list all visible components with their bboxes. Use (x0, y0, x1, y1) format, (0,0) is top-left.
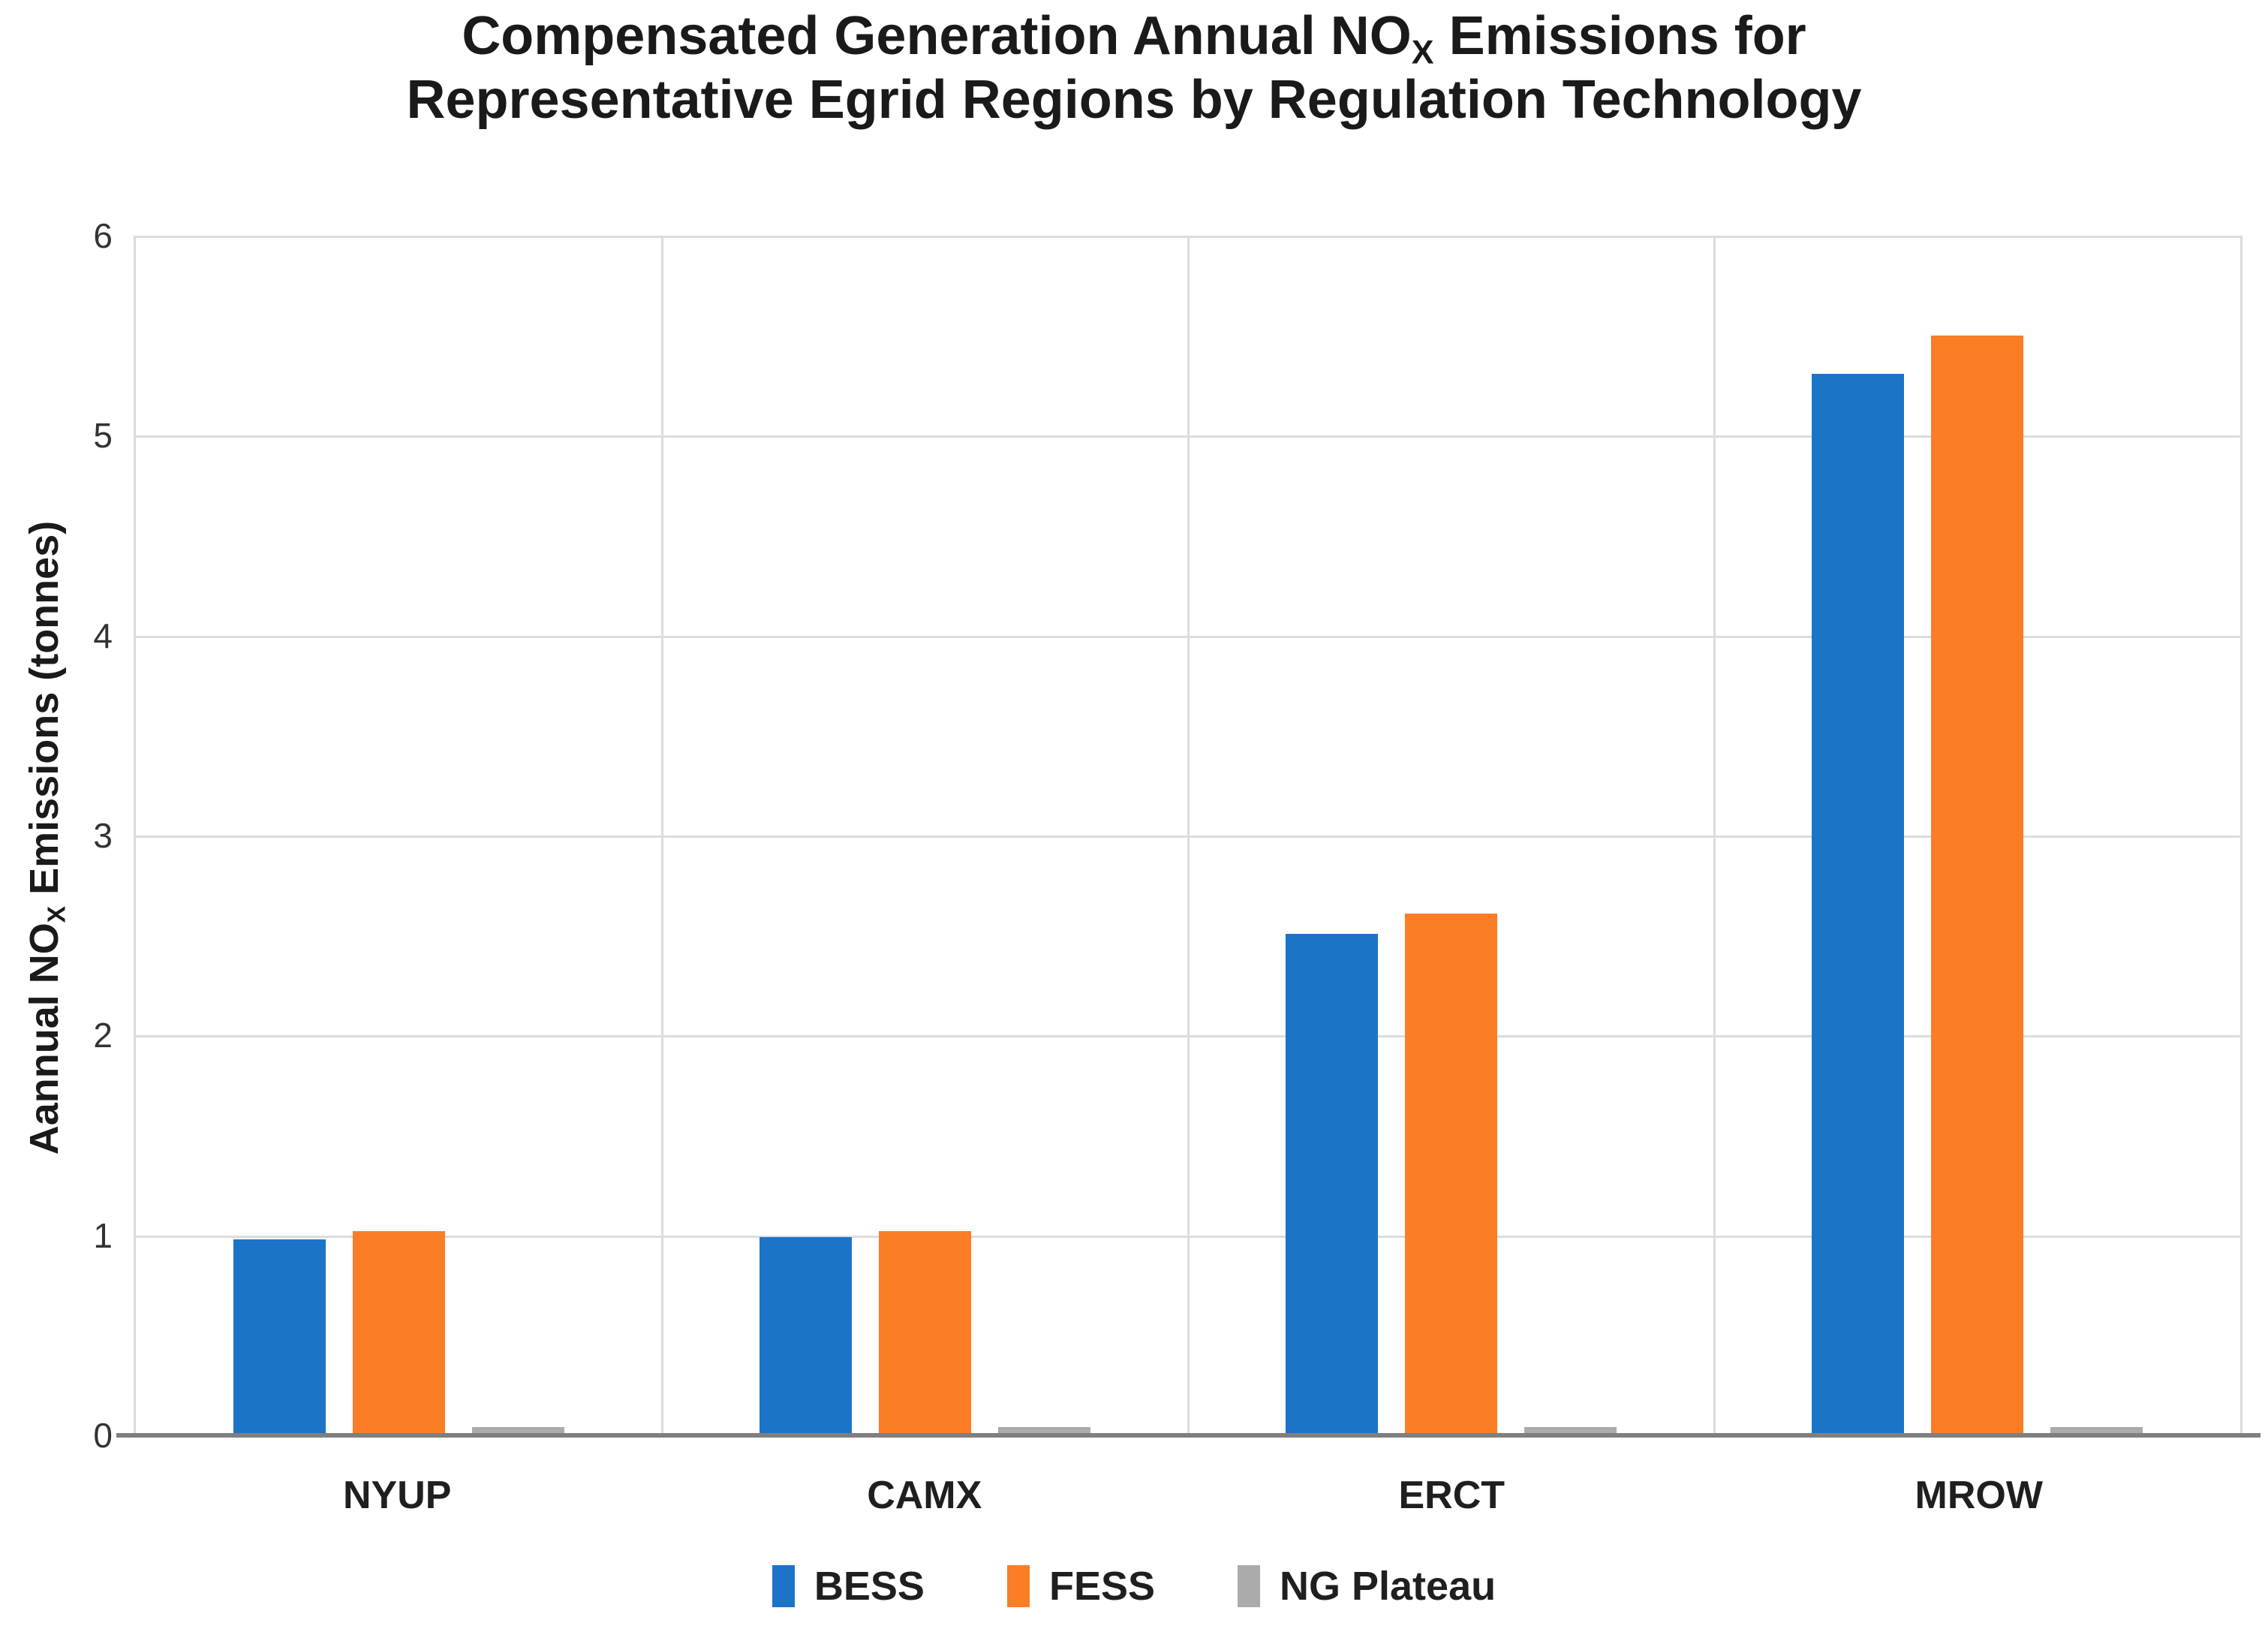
chart-title-line2: Representative Egrid Regions by Regulati… (406, 69, 1862, 130)
legend-label-fess: FESS (1048, 1564, 1155, 1609)
legend: BESS FESS NG Plateau (0, 1563, 2268, 1609)
y-tick-label-0: 0 (93, 1416, 113, 1455)
y-tick-label-2: 2 (93, 1016, 113, 1055)
bar-fess-MROW (1931, 336, 2023, 1435)
bar-fess-ERCT (1405, 913, 1497, 1435)
category-separator-2 (1187, 236, 1190, 1435)
bar-ng-plateau-MROW (2050, 1427, 2143, 1435)
x-axis-label-CAMX: CAMX (867, 1474, 982, 1517)
bar-ng-plateau-ERCT (1524, 1427, 1617, 1435)
y-tick-label-1: 1 (93, 1215, 113, 1255)
legend-swatch-ng-plateau (1238, 1565, 1260, 1607)
y-tick-label-6: 6 (93, 216, 113, 255)
bar-bess-MROW (1812, 373, 1904, 1435)
legend-label-ng-plateau: NG Plateau (1280, 1564, 1496, 1609)
chart-title: Compensated Generation Annual NOX Emissi… (0, 5, 2268, 132)
bar-ng-plateau-CAMX (998, 1427, 1090, 1435)
bar-cluster-CAMX (662, 236, 1188, 1435)
y-tick-label-5: 5 (93, 416, 113, 456)
category-separator-1 (660, 236, 663, 1435)
bar-bess-ERCT (1286, 933, 1378, 1435)
bar-cluster-NYUP (136, 236, 662, 1435)
x-axis-label-NYUP: NYUP (343, 1474, 452, 1517)
category-separator-3 (1713, 236, 1716, 1435)
y-tick-label-3: 3 (93, 816, 113, 855)
legend-swatch-bess (772, 1565, 795, 1607)
legend-item-ng-plateau: NG Plateau (1238, 1563, 1496, 1609)
x-axis-label-ERCT: ERCT (1398, 1474, 1505, 1517)
bar-cluster-ERCT (1188, 236, 1714, 1435)
category-group-NYUP (136, 236, 662, 1435)
title-nox-subscript: X (1411, 34, 1434, 71)
bar-bess-CAMX (760, 1237, 852, 1435)
category-group-MROW (1714, 236, 2240, 1435)
x-axis-label-MROW: MROW (1915, 1474, 2043, 1517)
x-axis-line (116, 1433, 2260, 1438)
legend-label-bess: BESS (814, 1564, 925, 1609)
x-axis-category-labels: NYUP CAMX ERCT MROW (134, 1473, 2242, 1525)
legend-item-fess: FESS (1006, 1563, 1155, 1609)
bar-fess-CAMX (879, 1231, 971, 1435)
legend-item-bess: BESS (772, 1563, 925, 1609)
legend-swatch-fess (1006, 1565, 1030, 1607)
y-axis-nox-subscript: X (43, 905, 71, 923)
bar-ng-plateau-NYUP (472, 1427, 564, 1435)
bar-bess-NYUP (233, 1239, 326, 1435)
plot-area (134, 236, 2242, 1435)
chart-title-line1: Compensated Generation Annual NOX Emissi… (462, 6, 1806, 71)
bar-fess-NYUP (353, 1231, 445, 1435)
bar-cluster-MROW (1714, 236, 2240, 1435)
y-tick-label-4: 4 (93, 616, 113, 655)
category-group-ERCT (1188, 236, 1714, 1435)
category-group-CAMX (662, 236, 1188, 1435)
